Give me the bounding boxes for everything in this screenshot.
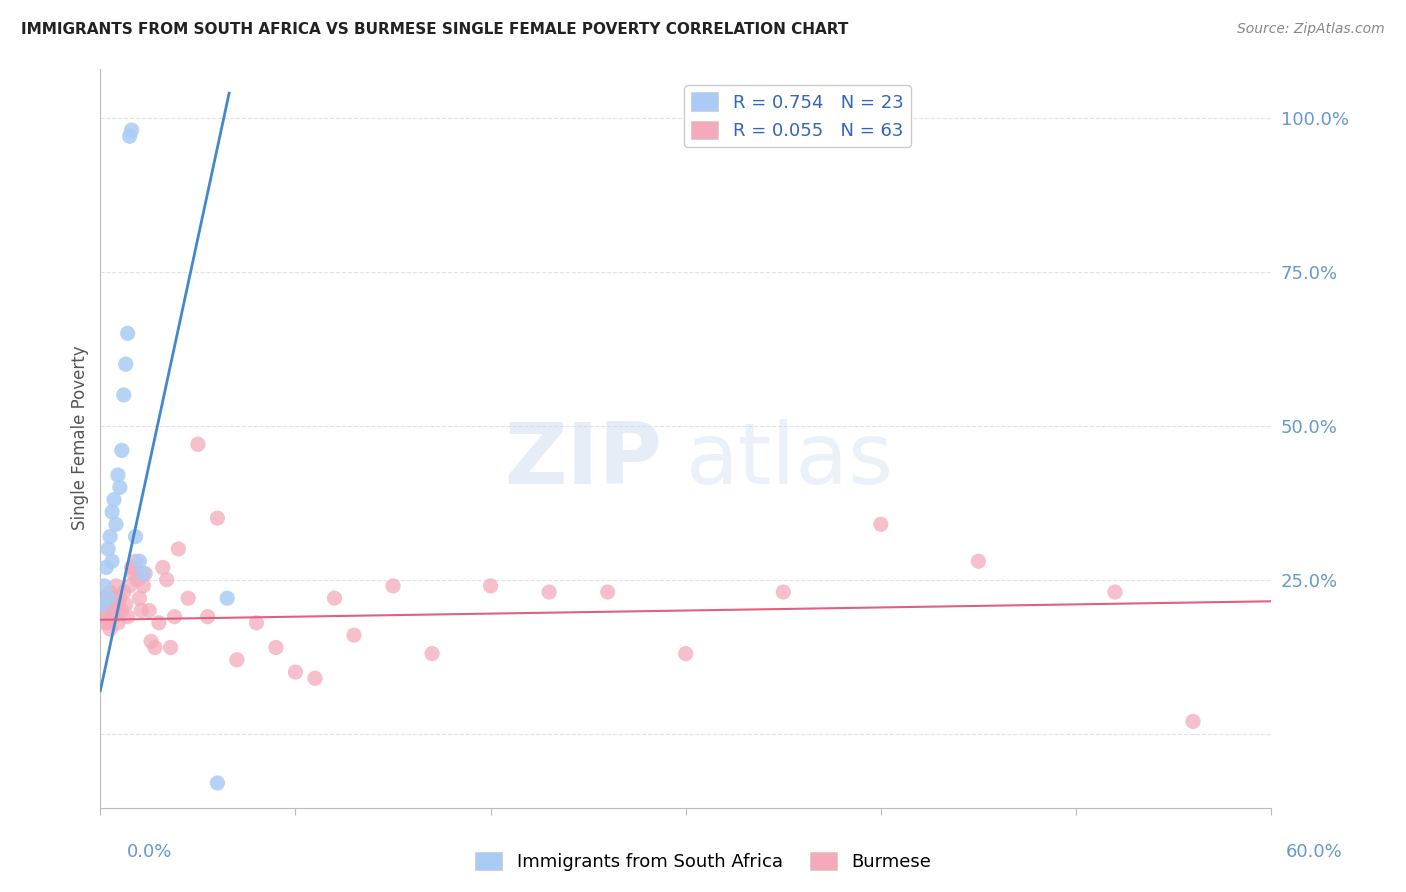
- Point: [101, 554, 124, 568]
- Point: [101, 598, 124, 612]
- Point: [127, 573, 149, 587]
- Point: [107, 598, 129, 612]
- Point: [124, 554, 146, 568]
- Text: atlas: atlas: [686, 418, 894, 501]
- Text: ZIP: ZIP: [505, 418, 662, 501]
- Point: [122, 566, 145, 581]
- Point: [156, 573, 179, 587]
- Point: [111, 443, 134, 458]
- Point: [117, 609, 139, 624]
- Point: [91, 598, 114, 612]
- Point: [117, 326, 139, 341]
- Point: [148, 615, 170, 630]
- Point: [108, 591, 131, 606]
- Point: [103, 591, 125, 606]
- Point: [97, 598, 120, 612]
- Point: [284, 665, 307, 679]
- Point: [104, 517, 127, 532]
- Point: [132, 579, 155, 593]
- Point: [98, 530, 121, 544]
- Legend: Immigrants from South Africa, Burmese: Immigrants from South Africa, Burmese: [468, 845, 938, 879]
- Point: [91, 591, 114, 606]
- Point: [143, 640, 166, 655]
- Point: [97, 615, 120, 630]
- Point: [108, 480, 131, 494]
- Point: [96, 603, 118, 617]
- Point: [93, 579, 115, 593]
- Point: [264, 640, 287, 655]
- Point: [538, 585, 561, 599]
- Point: [139, 634, 162, 648]
- Point: [596, 585, 619, 599]
- Point: [134, 566, 156, 581]
- Point: [197, 609, 219, 624]
- Point: [207, 511, 229, 525]
- Point: [103, 609, 125, 624]
- Point: [675, 647, 697, 661]
- Point: [112, 585, 135, 599]
- Point: [1182, 714, 1205, 729]
- Point: [343, 628, 366, 642]
- Point: [132, 566, 155, 581]
- Point: [382, 579, 405, 593]
- Point: [98, 585, 121, 599]
- Point: [772, 585, 794, 599]
- Legend: R = 0.754   N = 23, R = 0.055   N = 63: R = 0.754 N = 23, R = 0.055 N = 63: [685, 85, 911, 147]
- Point: [869, 517, 891, 532]
- Point: [101, 505, 124, 519]
- Point: [103, 492, 125, 507]
- Point: [152, 560, 174, 574]
- Text: 60.0%: 60.0%: [1286, 843, 1343, 861]
- Point: [93, 615, 115, 630]
- Point: [177, 591, 200, 606]
- Point: [131, 603, 153, 617]
- Point: [97, 591, 120, 606]
- Point: [111, 603, 134, 617]
- Y-axis label: Single Female Poverty: Single Female Poverty: [72, 346, 89, 531]
- Point: [187, 437, 209, 451]
- Point: [121, 123, 143, 137]
- Point: [226, 653, 249, 667]
- Text: IMMIGRANTS FROM SOUTH AFRICA VS BURMESE SINGLE FEMALE POVERTY CORRELATION CHART: IMMIGRANTS FROM SOUTH AFRICA VS BURMESE …: [21, 22, 848, 37]
- Point: [118, 129, 141, 144]
- Point: [420, 647, 443, 661]
- Point: [121, 560, 143, 574]
- Point: [304, 671, 326, 685]
- Point: [159, 640, 181, 655]
- Point: [967, 554, 990, 568]
- Point: [97, 541, 120, 556]
- Text: 0.0%: 0.0%: [127, 843, 172, 861]
- Point: [104, 579, 127, 593]
- Point: [124, 530, 146, 544]
- Point: [217, 591, 239, 606]
- Point: [96, 591, 118, 606]
- Point: [118, 579, 141, 593]
- Point: [479, 579, 502, 593]
- Point: [163, 609, 186, 624]
- Point: [1104, 585, 1126, 599]
- Point: [128, 554, 150, 568]
- Point: [114, 357, 136, 371]
- Point: [96, 560, 118, 574]
- Point: [112, 388, 135, 402]
- Text: Source: ZipAtlas.com: Source: ZipAtlas.com: [1237, 22, 1385, 37]
- Point: [101, 603, 124, 617]
- Point: [107, 468, 129, 483]
- Point: [114, 598, 136, 612]
- Point: [245, 615, 267, 630]
- Point: [323, 591, 346, 606]
- Point: [98, 622, 121, 636]
- Point: [128, 591, 150, 606]
- Point: [138, 603, 160, 617]
- Point: [93, 598, 115, 612]
- Point: [91, 609, 114, 624]
- Point: [107, 615, 129, 630]
- Point: [207, 776, 229, 790]
- Point: [167, 541, 190, 556]
- Point: [104, 603, 127, 617]
